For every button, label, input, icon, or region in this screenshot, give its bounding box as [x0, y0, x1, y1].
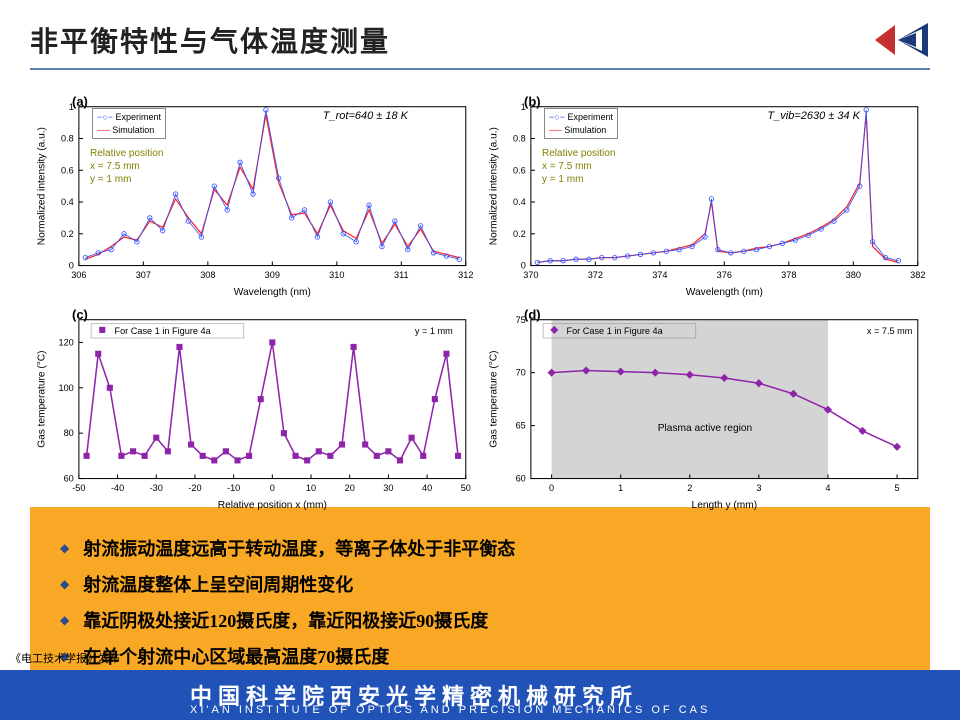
institute-logo	[870, 15, 930, 70]
svg-text:372: 372	[588, 270, 603, 280]
svg-text:10: 10	[306, 482, 316, 492]
svg-text:30: 30	[383, 482, 393, 492]
svg-text:0.6: 0.6	[513, 165, 526, 175]
svg-text:Gas temperature (°C): Gas temperature (°C)	[488, 350, 499, 447]
svg-text:Normalized intensity (a.u.): Normalized intensity (a.u.)	[488, 127, 499, 245]
bullet-item: ◆ 在单个射流中心区域最高温度70摄氏度	[60, 643, 900, 669]
svg-text:20: 20	[345, 482, 355, 492]
panel-c-label: (c)	[72, 307, 88, 322]
svg-text:100: 100	[59, 382, 74, 392]
chart-d: (d) 01234560657075Length y (mm)Gas tempe…	[482, 305, 930, 514]
chart-a: (a) −○− Experiment ── Simulation T_rot=6…	[30, 92, 478, 301]
svg-text:0.8: 0.8	[513, 134, 526, 144]
svg-text:311: 311	[394, 270, 409, 280]
svg-text:50: 50	[461, 482, 471, 492]
svg-text:0.2: 0.2	[513, 229, 526, 239]
svg-text:For Case 1 in Figure 4a: For Case 1 in Figure 4a	[567, 326, 664, 336]
svg-text:65: 65	[516, 420, 526, 430]
chart-c-svg: -50 -40 -30 -20 -10 0 10 20 30 40 50 60 80 100 120 Rela…	[30, 305, 478, 514]
svg-text:382: 382	[910, 270, 925, 280]
svg-text:Plasma active region: Plasma active region	[658, 423, 752, 434]
bullet-item: ◆ 靠近阴极处接近120摄氏度，靠近阳极接近90摄氏度	[60, 607, 900, 633]
panel-b-label: (b)	[524, 94, 541, 109]
svg-text:Gas temperature (°C): Gas temperature (°C)	[36, 350, 47, 447]
svg-text:308: 308	[200, 270, 215, 280]
svg-text:Relative position x (mm): Relative position x (mm)	[218, 500, 327, 511]
svg-text:309: 309	[265, 270, 280, 280]
svg-text:Wavelength (nm): Wavelength (nm)	[686, 287, 763, 298]
svg-text:0: 0	[270, 482, 275, 492]
bullet-text: 射流振动温度远高于转动温度，等离子体处于非平衡态	[83, 535, 515, 561]
svg-text:80: 80	[64, 428, 74, 438]
slide-title: 非平衡特性与气体温度测量	[30, 20, 930, 60]
panel-a-label: (a)	[72, 94, 88, 109]
svg-text:-50: -50	[72, 482, 85, 492]
bullet-icon: ◆	[60, 613, 69, 627]
svg-text:4: 4	[825, 482, 830, 492]
svg-text:312: 312	[458, 270, 473, 280]
temp-rot: T_rot=640 ± 18 K	[323, 110, 408, 122]
bullet-text: 靠近阴极处接近120摄氏度，靠近阳极接近90摄氏度	[83, 607, 488, 633]
bullet-icon: ◆	[60, 577, 69, 591]
svg-text:Wavelength (nm): Wavelength (nm)	[234, 287, 311, 298]
header-divider	[30, 68, 930, 70]
relpos-b: Relative position x = 7.5 mm y = 1 mm	[542, 147, 615, 186]
svg-text:70: 70	[516, 367, 526, 377]
svg-text:310: 310	[329, 270, 344, 280]
chart-b: (b) −○− Experiment ── Simulation T_vib=2…	[482, 92, 930, 301]
temp-vib: T_vib=2630 ± 34 K	[767, 110, 860, 122]
svg-text:40: 40	[422, 482, 432, 492]
svg-text:y = 1 mm: y = 1 mm	[415, 326, 453, 336]
bullet-list: ◆ 射流振动温度远高于转动温度，等离子体处于非平衡态 ◆ 射流温度整体上呈空间周…	[30, 507, 930, 697]
svg-text:378: 378	[781, 270, 796, 280]
svg-text:120: 120	[59, 337, 74, 347]
svg-text:370: 370	[523, 270, 538, 280]
svg-text:1: 1	[618, 482, 623, 492]
svg-text:-20: -20	[188, 482, 201, 492]
svg-text:374: 374	[652, 270, 667, 280]
bullet-text: 在单个射流中心区域最高温度70摄氏度	[83, 643, 389, 669]
svg-text:3: 3	[756, 482, 761, 492]
svg-text:0.6: 0.6	[61, 165, 74, 175]
svg-text:60: 60	[64, 473, 74, 483]
svg-text:5: 5	[895, 482, 900, 492]
svg-text:-30: -30	[150, 482, 163, 492]
footer-bar: 中国科学院西安光学精密机械研究所 XI'AN INSTITUTE OF OPTI…	[0, 670, 960, 720]
svg-text:Length y (mm): Length y (mm)	[692, 500, 758, 511]
svg-text:376: 376	[717, 270, 732, 280]
panel-d-label: (d)	[524, 307, 541, 322]
legend-a: −○− Experiment ── Simulation	[92, 108, 166, 139]
svg-text:-40: -40	[111, 482, 124, 492]
svg-text:-10: -10	[227, 482, 240, 492]
bullet-item: ◆ 射流振动温度远高于转动温度，等离子体处于非平衡态	[60, 535, 900, 561]
footer-en: XI'AN INSTITUTE OF OPTICS AND PRECISION …	[190, 704, 710, 716]
legend-b: −○− Experiment ── Simulation	[544, 108, 618, 139]
svg-text:0.8: 0.8	[61, 134, 74, 144]
bullet-icon: ◆	[60, 541, 69, 555]
relpos-a: Relative position x = 7.5 mm y = 1 mm	[90, 147, 163, 186]
chart-d-svg: 01234560657075Length y (mm)Gas temperatu…	[482, 305, 930, 514]
svg-text:For Case 1 in Figure 4a: For Case 1 in Figure 4a	[115, 326, 212, 336]
svg-text:306: 306	[71, 270, 86, 280]
bullet-text: 射流温度整体上呈空间周期性变化	[83, 571, 353, 597]
chart-grid: (a) −○− Experiment ── Simulation T_rot=6…	[30, 92, 930, 492]
bullet-item: ◆ 射流温度整体上呈空间周期性变化	[60, 571, 900, 597]
svg-text:0.4: 0.4	[61, 197, 74, 207]
svg-text:0: 0	[69, 261, 74, 271]
svg-text:0.2: 0.2	[61, 229, 74, 239]
slide-header: 非平衡特性与气体温度测量	[0, 0, 960, 80]
svg-text:Normalized intensity (a.u.): Normalized intensity (a.u.)	[36, 127, 47, 245]
svg-text:2: 2	[687, 482, 692, 492]
svg-text:0: 0	[549, 482, 554, 492]
svg-text:307: 307	[136, 270, 151, 280]
svg-text:380: 380	[846, 270, 861, 280]
svg-text:0: 0	[521, 261, 526, 271]
svg-text:0.4: 0.4	[513, 197, 526, 207]
chart-c: (c) -50 -40 -30 -20 -10 0 10 20 30 40 50 60 80 100 120…	[30, 305, 478, 514]
footer-source: 《电工技术学报》发布	[10, 650, 120, 666]
svg-text:60: 60	[516, 473, 526, 483]
svg-text:x = 7.5 mm: x = 7.5 mm	[867, 326, 913, 336]
